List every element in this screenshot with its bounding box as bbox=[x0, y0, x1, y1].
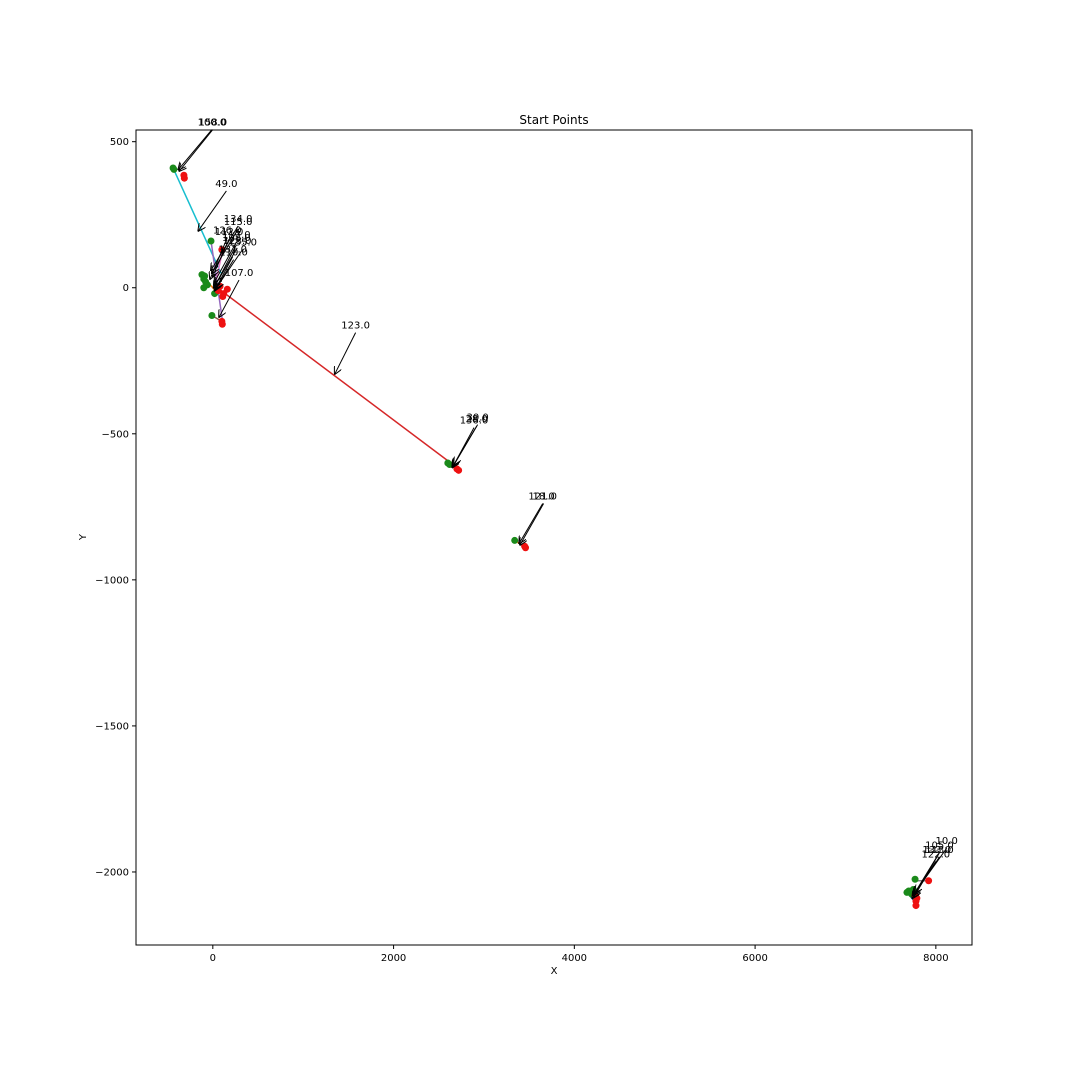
y-tick-label: −2000 bbox=[95, 867, 129, 878]
annotation-arrow bbox=[452, 425, 478, 467]
start-point bbox=[200, 284, 208, 292]
plot-frame bbox=[135, 129, 973, 946]
y-tick-label: 500 bbox=[110, 137, 129, 148]
annotation-label: 115.0 bbox=[224, 217, 253, 228]
y-axis-label: Y bbox=[78, 533, 89, 541]
y-tick-label: 0 bbox=[123, 283, 129, 294]
annotation-label: 126.0 bbox=[213, 226, 242, 237]
annotation-label: 108.0 bbox=[222, 233, 251, 244]
chart-title: Start Points bbox=[519, 113, 588, 127]
end-point bbox=[180, 174, 188, 182]
end-point bbox=[220, 290, 228, 298]
annotation-label: 133.0 bbox=[922, 845, 951, 856]
annotation-label: 18.0 bbox=[532, 492, 554, 503]
end-point bbox=[455, 466, 463, 474]
trajectory-segment bbox=[216, 287, 460, 470]
annotation-label: 136.0 bbox=[460, 416, 489, 427]
annotation-arrow bbox=[519, 503, 544, 544]
x-tick-label: 2000 bbox=[381, 953, 406, 964]
annotation-arrow bbox=[215, 241, 237, 282]
annotation-arrow bbox=[216, 259, 235, 290]
annotation-label: 107.0 bbox=[225, 268, 254, 279]
annotation-label: 123.0 bbox=[341, 321, 370, 332]
end-point bbox=[912, 902, 920, 910]
annotation-label: 110.0 bbox=[219, 248, 248, 259]
annotation-arrow bbox=[914, 852, 940, 897]
y-tick-label: −1500 bbox=[95, 721, 129, 732]
annotation-arrow bbox=[212, 228, 239, 273]
annotation-label: 135.0 bbox=[228, 237, 257, 248]
y-tick-label: −1000 bbox=[95, 575, 129, 586]
x-axis-label: X bbox=[551, 966, 558, 977]
annotation-label: 112.0 bbox=[215, 227, 244, 238]
start-point bbox=[170, 165, 178, 173]
annotation-label: 158.0 bbox=[199, 118, 228, 129]
annotation-label: 128.0 bbox=[223, 236, 252, 247]
start-point bbox=[911, 875, 919, 883]
annotation-label: 100.0 bbox=[198, 118, 227, 129]
x-tick-label: 4000 bbox=[562, 953, 587, 964]
annotation-label: 30.0 bbox=[466, 413, 488, 424]
annotation-arrow bbox=[335, 332, 357, 374]
x-axis-ticks: 0 2000 4000 6000 8000 bbox=[210, 945, 949, 964]
points-layer bbox=[169, 164, 933, 910]
annotation-label: 105.0 bbox=[925, 841, 954, 852]
start-point bbox=[201, 272, 209, 280]
x-tick-label: 0 bbox=[210, 953, 216, 964]
annotation-arrow bbox=[219, 279, 240, 317]
plot-area bbox=[136, 130, 972, 945]
y-tick-label: −500 bbox=[102, 429, 129, 440]
annotation-label: 10.0 bbox=[936, 836, 958, 847]
annotation-label: 113.0 bbox=[925, 845, 954, 856]
start-point bbox=[511, 536, 519, 544]
start-point bbox=[207, 237, 215, 245]
x-tick-label: 8000 bbox=[923, 953, 948, 964]
y-axis-ticks: 500 0 −500 −1000 −1500 −2000 bbox=[95, 137, 136, 878]
annotation-label: 134.0 bbox=[224, 214, 253, 225]
annotation-arrow bbox=[211, 225, 239, 270]
annotation-label: 131.0 bbox=[218, 245, 247, 256]
end-point bbox=[925, 877, 933, 885]
end-point bbox=[218, 320, 226, 328]
start-point bbox=[208, 311, 216, 319]
annotation-arrow bbox=[198, 190, 227, 231]
annotation-label: 49.0 bbox=[215, 179, 237, 190]
annotation-arrow bbox=[213, 238, 230, 276]
annotation-arrow bbox=[520, 503, 545, 545]
annotation-label: 122.0 bbox=[922, 849, 951, 860]
annotation-arrow bbox=[178, 129, 213, 170]
end-point bbox=[522, 544, 530, 552]
x-tick-label: 6000 bbox=[742, 953, 767, 964]
annotation-label: 117.0 bbox=[222, 230, 251, 241]
annotations-layer: 158.0100.049.0134.0115.0126.0112.0117.01… bbox=[178, 118, 958, 899]
annotation-label: 28.0 bbox=[466, 414, 488, 425]
annotation-label: 121.0 bbox=[528, 492, 557, 503]
